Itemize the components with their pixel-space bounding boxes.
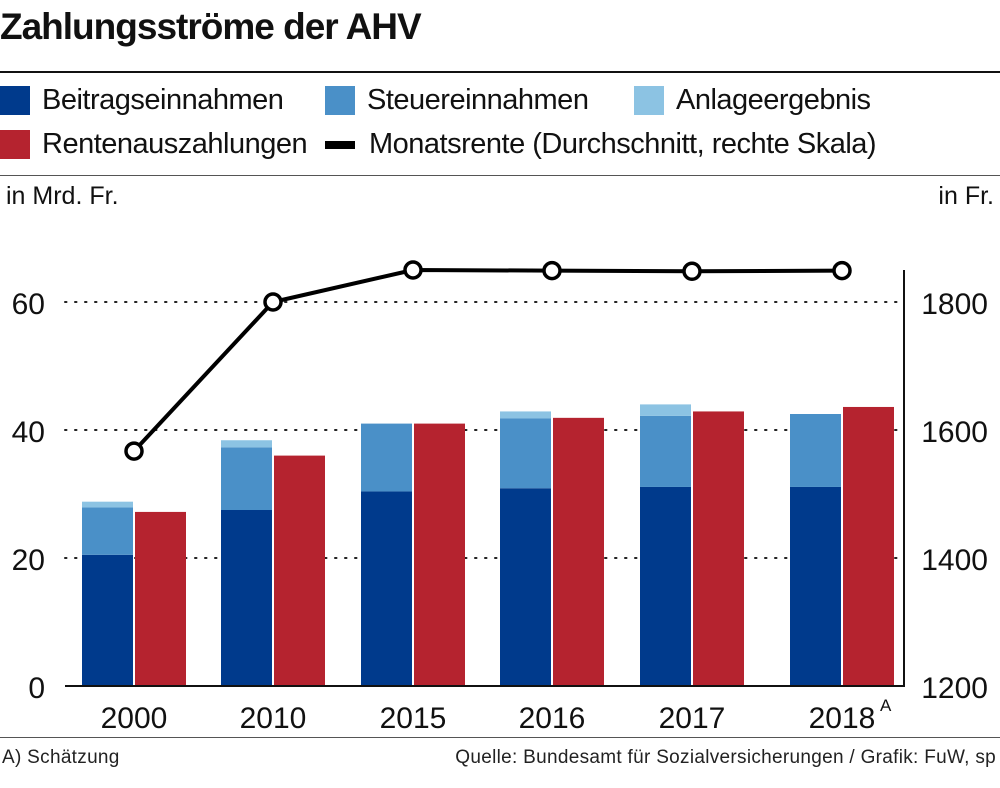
monatsrente-point: [124, 441, 144, 461]
bar-steuer: [221, 447, 272, 510]
legend-item-renten: Rentenauszahlungen: [0, 128, 308, 161]
x-tick-label: 2015: [380, 702, 447, 735]
x-tick-label: 2016: [519, 702, 586, 735]
monatsrente-point: [542, 260, 562, 281]
left-tick-label: 20: [12, 544, 45, 577]
bar-beitrag: [221, 510, 272, 686]
x-tick-label: 2017: [659, 702, 726, 735]
bar-steuer: [790, 414, 841, 487]
bar-renten: [135, 511, 186, 686]
legend-item-monat: Monatsrente (Durchschnitt, rechte Skala): [325, 128, 877, 161]
monatsrente-point: [403, 260, 423, 280]
legend-swatch-anlage: [634, 86, 664, 115]
legend-rule: [0, 175, 1000, 176]
bar-steuer: [82, 507, 133, 555]
right-tick-label: 1200: [921, 672, 988, 705]
legend-item-steuer: Steuereinnahmen: [325, 84, 589, 117]
title-rule: [0, 71, 1000, 73]
bar-renten: [843, 406, 894, 686]
legend-swatch-renten: [0, 130, 30, 159]
bar-beitrag: [640, 486, 691, 686]
legend-label-monat: Monatsrente (Durchschnitt, rechte Skala): [369, 128, 877, 160]
chart-title: Zahlungsströme der AHV: [0, 6, 422, 47]
footer-rule: [0, 737, 1000, 738]
bar-steuer: [500, 418, 551, 489]
x-tick-label: 2010: [240, 702, 307, 735]
left-axis-unit: in Mrd. Fr.: [6, 182, 119, 210]
monatsrente-point: [263, 292, 283, 312]
left-tick-label: 40: [12, 416, 45, 449]
bar-renten: [274, 455, 325, 686]
legend-swatch-steuer: [325, 86, 355, 115]
monatsrente-line: [132, 268, 843, 453]
x-tick-label: 2000: [101, 702, 168, 735]
bar-renten: [553, 417, 604, 686]
bar-anlage: [640, 404, 691, 416]
legend-label-beitrag: Beitragseinnahmen: [42, 84, 284, 116]
x-tick-label: 2018: [809, 702, 876, 735]
footnote: A) Schätzung: [2, 747, 120, 768]
monatsrente-point: [832, 260, 852, 281]
legend-item-beitrag: Beitragseinnahmen: [0, 84, 284, 117]
legend-label-renten: Rentenauszahlungen: [42, 128, 308, 160]
legend-label-anlage: Anlageergebnis: [676, 84, 871, 116]
source-credit: Quelle: Bundesamt für Sozialversicherung…: [455, 747, 996, 768]
left-tick-label: 0: [28, 672, 45, 705]
bar-anlage: [500, 411, 551, 419]
bar-beitrag: [82, 554, 133, 686]
legend: Beitragseinnahmen Steuereinnahmen Anlage…: [0, 82, 1000, 172]
bar-beitrag: [361, 491, 412, 686]
bar-steuer: [640, 415, 691, 487]
monatsrente-point: [682, 261, 702, 282]
bar-anlage: [221, 440, 272, 448]
legend-item-anlage: Anlageergebnis: [634, 84, 871, 117]
legend-swatch-monat: [325, 140, 355, 149]
right-tick-label: 1800: [921, 288, 988, 321]
bar-renten: [414, 423, 465, 686]
bar-beitrag: [500, 488, 551, 686]
bar-renten: [693, 411, 744, 686]
x-tick-footnote-mark: A: [880, 696, 892, 715]
left-tick-label: 60: [12, 288, 45, 321]
bar-steuer: [361, 423, 412, 492]
bar-beitrag: [790, 486, 841, 686]
legend-label-steuer: Steuereinnahmen: [367, 84, 589, 116]
right-tick-label: 1400: [921, 544, 988, 577]
legend-swatch-beitrag: [0, 86, 30, 115]
right-tick-label: 1600: [921, 416, 988, 449]
bar-anlage: [82, 501, 133, 508]
right-axis-unit: in Fr.: [938, 182, 994, 210]
